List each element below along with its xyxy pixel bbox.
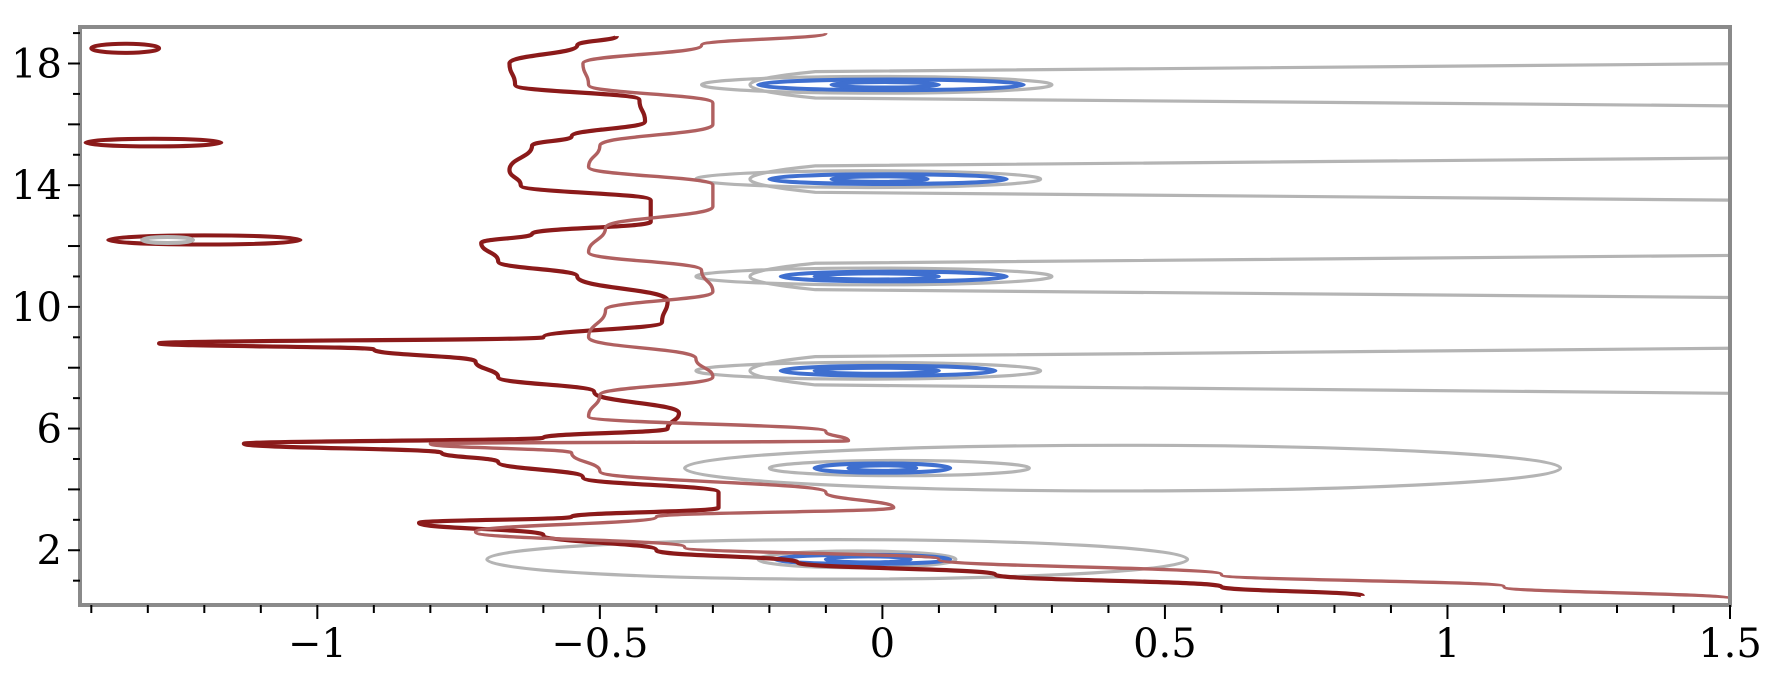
y-tick-label: 10 xyxy=(11,285,62,331)
contour-ellipse xyxy=(683,443,1563,493)
x-tick-label: 1 xyxy=(1435,621,1460,667)
contour-ellipse-outer xyxy=(748,156,1730,202)
plot-frame xyxy=(78,25,1732,607)
x-tick-label: 1.5 xyxy=(1698,621,1762,667)
contour-ellipse xyxy=(485,537,1190,581)
contour-lines xyxy=(83,31,1730,601)
y-tick-label: 6 xyxy=(37,407,62,453)
contour-ellipse xyxy=(694,266,1054,287)
contour-island xyxy=(83,136,224,149)
contour-ellipse xyxy=(694,360,1043,381)
x-axis: −1 −0.5 0 0.5 1 1.5 xyxy=(90,605,1762,667)
contour-line-light-red xyxy=(428,31,1730,601)
x-tick-label: 0.5 xyxy=(1133,621,1197,667)
contour-island xyxy=(106,233,303,247)
contour-ellipse xyxy=(767,458,1031,478)
y-tick-label: 2 xyxy=(37,528,62,574)
contour-ellipse-outer xyxy=(748,62,1730,108)
contour-ellipse xyxy=(829,174,930,184)
contour-island xyxy=(140,234,196,245)
contour-ellipse xyxy=(812,271,941,282)
contour-ellipse xyxy=(846,463,919,473)
contour-ellipse xyxy=(812,365,941,376)
contour-ellipse xyxy=(756,77,1026,93)
contour-island xyxy=(89,41,162,55)
contour-line-dark-red xyxy=(157,34,1365,598)
contour-ellipse xyxy=(699,74,1054,95)
x-tick-label: 0 xyxy=(870,621,895,667)
y-axis: 2 6 10 14 18 xyxy=(11,32,80,582)
x-tick-label: −0.5 xyxy=(551,621,648,667)
contour-ellipse-outer xyxy=(748,346,1730,395)
contour-ellipse-outer xyxy=(748,253,1730,300)
x-tick-label: −1 xyxy=(288,621,347,667)
y-tick-label: 14 xyxy=(11,163,62,209)
contour-ellipse xyxy=(829,80,941,90)
contour-ellipse xyxy=(767,172,1009,186)
y-tick-label: 18 xyxy=(11,42,62,88)
